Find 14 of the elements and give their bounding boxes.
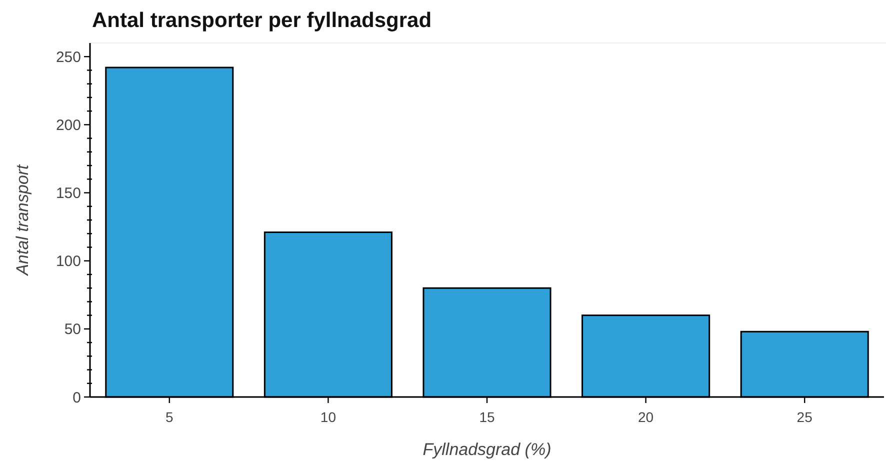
chart-title: Antal transporter per fyllnadsgrad bbox=[92, 9, 432, 32]
y-axis-title: Antal transport bbox=[13, 163, 32, 276]
y-tick-label: 200 bbox=[56, 116, 81, 134]
y-tick-label: 250 bbox=[56, 48, 81, 66]
y-tick-label: 150 bbox=[56, 185, 81, 202]
x-tick-label: 25 bbox=[796, 409, 813, 425]
x-tick-label: 10 bbox=[320, 409, 336, 425]
x-tick-label: 15 bbox=[479, 409, 495, 425]
x-axis-title: Fyllnadsgrad (%) bbox=[422, 440, 552, 459]
x-tick-label: 20 bbox=[638, 409, 654, 425]
y-tick-label: 0 bbox=[72, 389, 81, 406]
y-tick-label: 50 bbox=[64, 321, 81, 338]
y-tick-label: 100 bbox=[56, 253, 81, 270]
x-tick-label: 5 bbox=[166, 409, 174, 425]
